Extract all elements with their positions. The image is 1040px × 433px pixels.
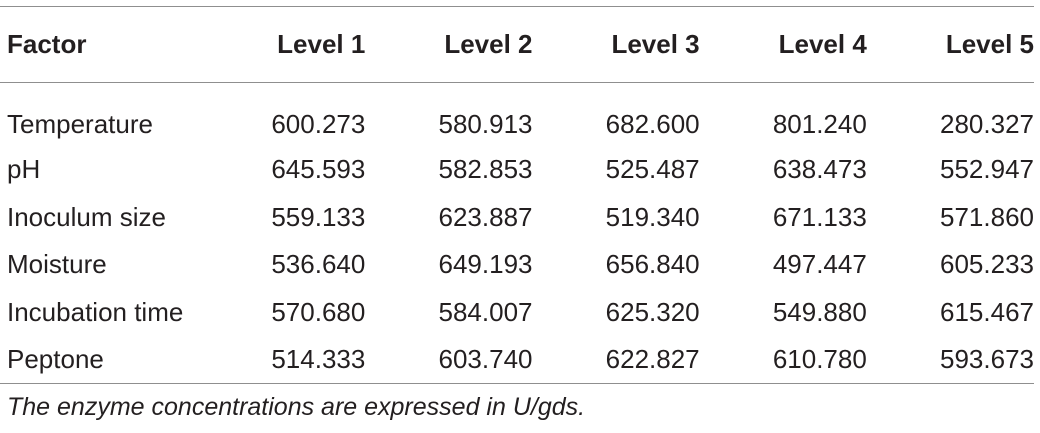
- value-cell: 571.860: [940, 201, 1034, 232]
- value-cell: 519.340: [605, 201, 700, 232]
- value-cell: 656.840: [605, 249, 700, 280]
- value-cell: 514.333: [271, 344, 366, 375]
- value-cell: 584.007: [438, 296, 533, 327]
- header-factor: Factor: [7, 28, 87, 59]
- header-level-5: Level 5: [945, 28, 1034, 59]
- table-top-rule: [0, 6, 1034, 7]
- table-bottom-rule: [0, 383, 1034, 384]
- factor-cell: Peptone: [7, 344, 104, 375]
- value-cell: 536.640: [271, 249, 366, 280]
- value-cell: 649.193: [438, 249, 533, 280]
- table-header-rule: [0, 82, 1034, 83]
- value-cell: 582.853: [438, 154, 533, 185]
- value-cell: 623.887: [438, 201, 533, 232]
- table-row: Incubation time 570.680 584.007 625.320 …: [0, 289, 1034, 337]
- factor-cell: Moisture: [7, 249, 107, 280]
- value-cell: 603.740: [438, 344, 533, 375]
- value-cell: 615.467: [940, 296, 1034, 327]
- value-cell: 622.827: [605, 344, 700, 375]
- value-cell: 570.680: [271, 296, 366, 327]
- value-cell: 497.447: [772, 249, 867, 280]
- table-row: Peptone 514.333 603.740 622.827 610.780 …: [0, 336, 1034, 384]
- table-row: Moisture 536.640 649.193 656.840 497.447…: [0, 241, 1034, 289]
- factor-cell: pH: [7, 154, 41, 185]
- table-header-row: Factor Level 1 Level 2 Level 3 Level 4 L…: [0, 6, 1034, 82]
- value-cell: 600.273: [271, 109, 366, 139]
- table-row: Inoculum size 559.133 623.887 519.340 67…: [0, 194, 1034, 242]
- value-cell: 671.133: [772, 201, 867, 232]
- value-cell: 682.600: [605, 109, 700, 139]
- value-cell: 559.133: [271, 201, 366, 232]
- factor-cell: Temperature: [7, 109, 153, 139]
- value-cell: 593.673: [940, 344, 1034, 375]
- value-cell: 552.947: [940, 154, 1034, 185]
- value-cell: 525.487: [605, 154, 700, 185]
- value-cell: 549.880: [772, 296, 867, 327]
- value-cell: 610.780: [772, 344, 867, 375]
- factor-cell: Inoculum size: [7, 201, 166, 232]
- header-level-2: Level 2: [444, 28, 533, 59]
- factor-cell: Incubation time: [7, 296, 184, 327]
- value-cell: 638.473: [772, 154, 867, 185]
- value-cell: 645.593: [271, 154, 366, 185]
- table-row: Temperature 600.273 580.913 682.600 801.…: [0, 82, 1034, 146]
- header-level-3: Level 3: [611, 28, 700, 59]
- factor-levels-table: Factor Level 1 Level 2 Level 3 Level 4 L…: [0, 6, 1034, 384]
- header-level-4: Level 4: [778, 28, 867, 59]
- table-row: pH 645.593 582.853 525.487 638.473 552.9…: [0, 146, 1034, 194]
- table-footnote: The enzyme concentrations are expressed …: [7, 393, 586, 421]
- value-cell: 580.913: [438, 109, 533, 139]
- value-cell: 605.233: [940, 249, 1034, 280]
- value-cell: 801.240: [772, 109, 867, 139]
- header-level-1: Level 1: [277, 28, 366, 59]
- value-cell: 280.327: [940, 109, 1034, 139]
- value-cell: 625.320: [605, 296, 700, 327]
